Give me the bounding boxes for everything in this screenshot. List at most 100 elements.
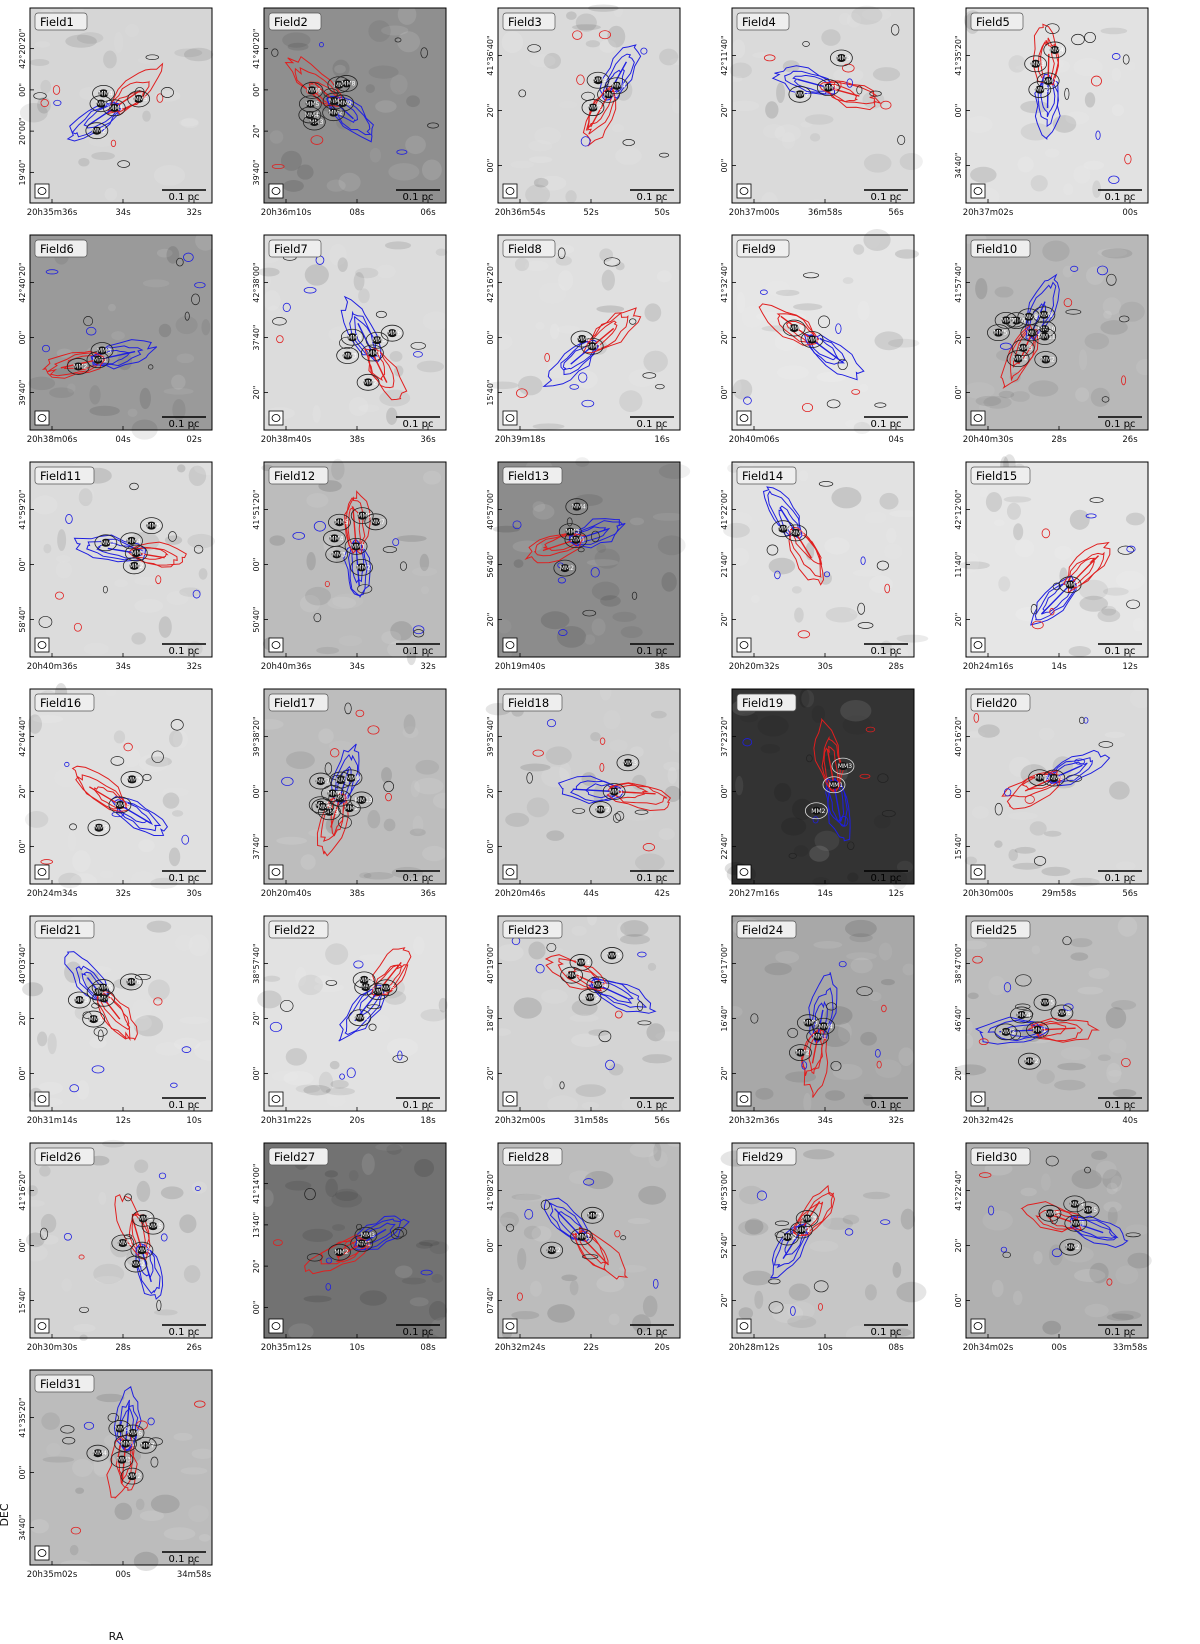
continuum-contour	[768, 1301, 784, 1314]
core-peak	[126, 977, 137, 986]
core-contour	[580, 337, 604, 355]
red-outflow-axis	[581, 1236, 610, 1266]
y-tick-label: 41°32'40"	[720, 262, 729, 302]
noise-blob	[1111, 1000, 1137, 1010]
x-tick-label: 32s	[420, 662, 436, 672]
noise-blob	[845, 419, 862, 428]
continuum-contour	[566, 517, 573, 527]
beam-box	[34, 637, 50, 653]
beam-box	[268, 1318, 284, 1334]
core-label: MM4	[1013, 356, 1027, 363]
core-peak	[609, 787, 620, 796]
noise-blob	[513, 559, 524, 568]
core-contour	[90, 342, 114, 359]
noise-blob	[529, 54, 556, 68]
noise-blob	[34, 41, 51, 48]
noise-blob	[41, 1412, 61, 1430]
core-contour	[86, 983, 110, 1001]
noise-blob	[401, 1277, 426, 1285]
x-tick-label: 52s	[583, 208, 599, 218]
core-contour	[340, 328, 364, 346]
core-contour	[374, 979, 398, 997]
core-contour	[366, 983, 390, 1001]
continuum-contour	[655, 384, 665, 390]
core-label: MM3	[623, 760, 637, 767]
noise-blob	[738, 1307, 754, 1320]
beam-ellipse	[505, 1322, 515, 1330]
x-tick-label: 34s	[115, 662, 131, 672]
core-contour	[120, 1467, 144, 1485]
core-label: MM1	[335, 795, 349, 802]
stray-contour	[276, 335, 284, 344]
stray-contour	[1024, 795, 1035, 804]
core-peak	[592, 980, 603, 989]
noise-blob	[384, 241, 412, 250]
noise-blob	[599, 39, 617, 53]
panel-title-box	[970, 920, 1031, 939]
core-peak	[828, 780, 839, 789]
noise-blob	[1060, 1046, 1092, 1061]
stray-contour	[1108, 175, 1120, 184]
noise-blob	[880, 979, 895, 986]
noise-blob	[415, 1241, 433, 1249]
noise-blob	[329, 1060, 340, 1070]
core-label: MM6	[126, 979, 140, 986]
core-contour	[67, 991, 91, 1009]
noise-blob	[405, 135, 426, 155]
beam-ellipse	[505, 187, 515, 195]
noise-blob	[332, 1224, 346, 1231]
noise-blob	[803, 1092, 812, 1113]
noise-blob	[162, 792, 180, 809]
continuum-contour	[39, 1227, 49, 1241]
core-contour	[831, 757, 855, 775]
continuum-contour	[1117, 545, 1134, 555]
core-peak	[807, 335, 818, 344]
noise-blob	[872, 67, 901, 82]
noise-blob	[659, 48, 679, 66]
red-outflow-axis	[121, 1443, 127, 1484]
noise-blob	[379, 389, 411, 407]
noise-blob	[410, 780, 420, 798]
continuum-contour	[629, 318, 637, 325]
noise-blob	[1006, 1039, 1023, 1049]
stray-contour	[987, 1205, 995, 1216]
x-tick-label: 20h30m00s	[963, 889, 1014, 899]
noise-blob	[1119, 301, 1145, 322]
panel-title-box	[502, 12, 556, 31]
blue-outflow-axis	[1041, 584, 1071, 615]
y-tick-label: 58'40"	[18, 606, 27, 632]
noise-blob	[547, 1304, 575, 1323]
noise-blob	[609, 739, 628, 752]
continuum-contour	[877, 773, 889, 783]
noise-blob	[105, 686, 117, 697]
core-label: MM2	[595, 807, 609, 814]
noise-blob	[811, 705, 826, 723]
core-peak	[367, 348, 378, 357]
stray-contour	[1095, 130, 1101, 140]
stray-contour	[839, 816, 849, 827]
panel-title-box	[970, 466, 1031, 485]
core-label: MM2	[547, 1247, 561, 1254]
panel-title: Field16	[40, 696, 81, 710]
core-label: MM10	[1038, 326, 1056, 333]
core-peak	[117, 1238, 128, 1247]
x-tick-label: 10s	[817, 1343, 833, 1353]
noise-blob	[532, 423, 565, 430]
noise-blob	[415, 759, 440, 775]
noise-blob	[809, 845, 830, 862]
noise-blob	[590, 732, 601, 742]
red-outflow-axis	[131, 1218, 143, 1251]
stray-contour	[860, 556, 866, 566]
noise-blob	[801, 690, 815, 708]
panel-title: Field25	[976, 923, 1017, 937]
noise-blob	[723, 522, 750, 538]
continuum-contour	[117, 160, 131, 168]
noise-blob	[1074, 1268, 1106, 1282]
core-contour	[94, 534, 118, 552]
noise-blob	[177, 464, 186, 473]
beam-ellipse	[271, 868, 281, 876]
stray-contour	[52, 85, 61, 95]
panel-title-box	[268, 1147, 329, 1166]
